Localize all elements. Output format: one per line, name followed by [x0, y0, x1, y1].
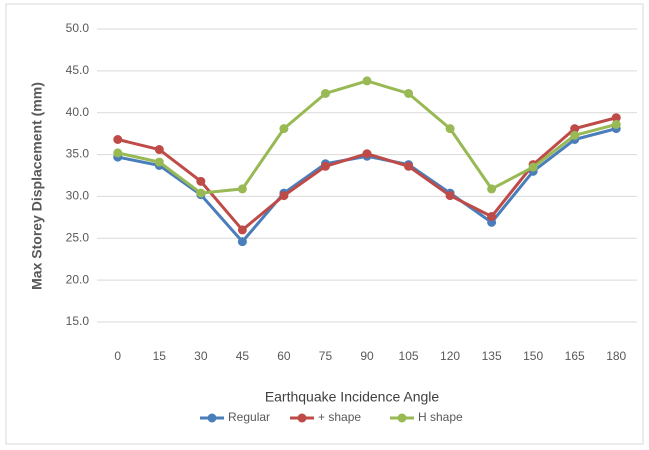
- legend-marker: [207, 413, 217, 423]
- x-axis-title: Earthquake Incidence Angle: [265, 389, 440, 405]
- x-tick-label: 120: [440, 349, 460, 363]
- series-marker: [279, 191, 289, 201]
- series-marker: [611, 113, 621, 123]
- x-tick-label: 0: [114, 349, 121, 363]
- series-marker: [611, 119, 621, 129]
- series-marker: [196, 176, 206, 186]
- series-marker: [237, 184, 247, 194]
- x-tick-label: 15: [153, 349, 167, 363]
- x-tick-label: 75: [319, 349, 333, 363]
- y-tick-label: 35.0: [66, 147, 90, 161]
- y-tick-label: 45.0: [66, 63, 90, 77]
- series-marker: [445, 124, 455, 134]
- series-marker: [320, 88, 330, 98]
- y-tick-label: 50.0: [66, 21, 90, 35]
- series-marker: [445, 191, 455, 201]
- series-marker: [154, 145, 164, 155]
- x-tick-label: 165: [565, 349, 585, 363]
- y-tick-label: 40.0: [66, 105, 90, 119]
- series-marker: [487, 212, 497, 222]
- series-marker: [279, 124, 289, 134]
- legend-label: Regular: [228, 410, 270, 424]
- x-tick-label: 180: [606, 349, 626, 363]
- x-tick-label: 105: [399, 349, 419, 363]
- series-marker: [404, 88, 414, 98]
- x-tick-label: 135: [482, 349, 502, 363]
- y-tick-label: 30.0: [66, 189, 90, 203]
- legend-marker: [397, 413, 407, 423]
- series-marker: [362, 76, 372, 86]
- y-tick-label: 20.0: [66, 272, 90, 286]
- series-marker: [113, 148, 123, 158]
- series-marker: [237, 237, 247, 247]
- x-tick-label: 90: [360, 349, 374, 363]
- series-marker: [528, 162, 538, 172]
- series-marker: [487, 184, 497, 194]
- series-marker: [320, 161, 330, 171]
- y-tick-label: 15.0: [66, 314, 90, 328]
- series-marker: [154, 157, 164, 167]
- legend-marker: [297, 413, 307, 423]
- series-marker: [404, 161, 414, 171]
- series-marker: [237, 225, 247, 235]
- legend-label: H shape: [418, 410, 463, 424]
- x-tick-label: 45: [236, 349, 250, 363]
- series-marker: [570, 130, 580, 140]
- series-marker: [570, 124, 580, 134]
- legend-label: + shape: [318, 410, 361, 424]
- series-marker: [196, 188, 206, 198]
- chart-frame: [5, 3, 644, 445]
- series-marker: [362, 149, 372, 159]
- x-tick-label: 30: [194, 349, 208, 363]
- series-marker: [113, 135, 123, 145]
- x-tick-label: 60: [277, 349, 291, 363]
- y-axis-title: Max Storey Displacement (mm): [29, 82, 45, 290]
- y-tick-label: 25.0: [66, 230, 90, 244]
- x-tick-label: 150: [523, 349, 543, 363]
